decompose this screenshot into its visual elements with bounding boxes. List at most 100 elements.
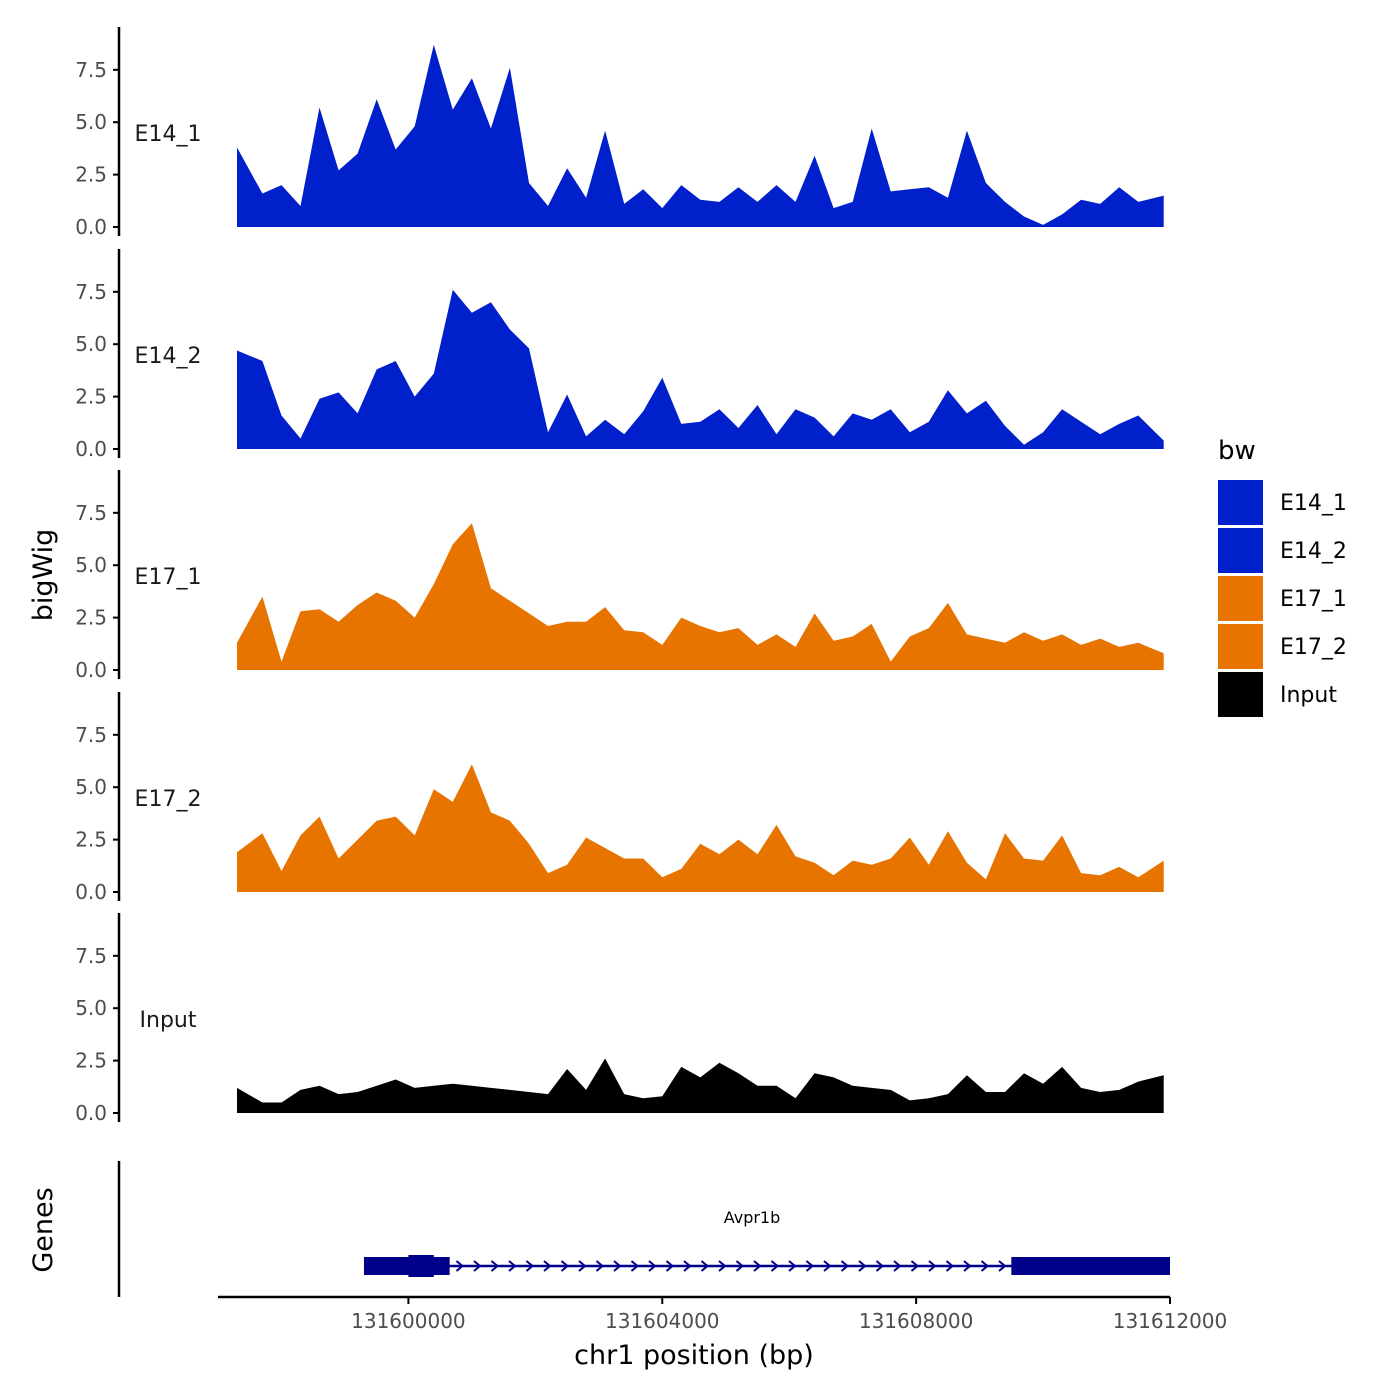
legend-label: E14_2 — [1280, 539, 1347, 564]
legend-title: bw — [1218, 436, 1256, 466]
track-panels: 0.0 2.5 5.0 7.5 E14_1 0.0 2.5 5.0 7.5 E14_2 0.0 2.5… — [75, 27, 1164, 1125]
strand-arrow — [613, 1260, 622, 1272]
strand-arrow — [823, 1260, 832, 1272]
track-E14_1: 0.0 2.5 5.0 7.5 E14_1 — [75, 27, 1164, 239]
y-tick-label: 7.5 — [75, 501, 107, 525]
track-label: E17_1 — [135, 565, 202, 590]
gene-exon — [1011, 1257, 1170, 1275]
x-tick-label: 131612000 — [1113, 1309, 1228, 1333]
strand-arrow — [893, 1260, 902, 1272]
y-tick-label: 2.5 — [75, 828, 107, 852]
strand-arrow — [928, 1260, 937, 1272]
strand-arrow — [753, 1260, 762, 1272]
x-tick-label: 131604000 — [605, 1309, 720, 1333]
y-tick-label: 5.0 — [75, 553, 107, 577]
y-tick-label: 0.0 — [75, 215, 107, 239]
strand-arrow — [735, 1260, 745, 1272]
track-E17_1: 0.0 2.5 5.0 7.5 E17_1 — [75, 470, 1164, 682]
legend-item: E14_1 — [1218, 480, 1347, 525]
genes-panel: Avpr1b — [117, 1161, 1170, 1297]
strand-arrow — [490, 1260, 500, 1272]
strand-arrow — [980, 1260, 990, 1272]
legend: bw E14_1 E14_2 E17_1 E17_2 Input — [1218, 436, 1347, 717]
y-tick-label: 7.5 — [75, 58, 107, 82]
coverage-area — [237, 44, 1164, 228]
strand-arrow — [578, 1260, 587, 1272]
gene-exon — [408, 1255, 434, 1277]
strand-arrow — [700, 1260, 710, 1272]
legend-item: E14_2 — [1218, 528, 1347, 573]
strand-arrow — [473, 1260, 482, 1272]
legend-swatch — [1218, 480, 1263, 525]
legend-swatch — [1218, 528, 1263, 573]
legend-item: E17_1 — [1218, 576, 1347, 621]
gene-exon — [363, 1257, 450, 1275]
strand-arrow — [648, 1260, 657, 1272]
legend-item: Input — [1218, 672, 1337, 717]
track-E14_2: 0.0 2.5 5.0 7.5 E14_2 — [75, 249, 1164, 461]
legend-label: E17_2 — [1280, 635, 1347, 660]
y-tick-label: 7.5 — [75, 944, 107, 968]
strand-arrow — [875, 1260, 885, 1272]
legend-label: E14_1 — [1280, 491, 1347, 516]
strand-arrow — [910, 1260, 920, 1272]
y-tick-label: 2.5 — [75, 385, 107, 409]
y-tick-label: 5.0 — [75, 996, 107, 1020]
strand-arrow — [858, 1260, 867, 1272]
strand-arrow — [805, 1260, 815, 1272]
strand-arrow — [560, 1260, 570, 1272]
track-E17_2: 0.0 2.5 5.0 7.5 E17_2 — [75, 692, 1164, 904]
legend-item: E17_2 — [1218, 624, 1347, 669]
coverage-area — [237, 523, 1164, 670]
strand-arrow — [718, 1260, 727, 1272]
legend-swatch — [1218, 672, 1263, 717]
strand-arrow — [998, 1260, 1007, 1272]
legend-swatch — [1218, 576, 1263, 621]
y-tick-label: 2.5 — [75, 163, 107, 187]
y-tick-label: 5.0 — [75, 332, 107, 356]
legend-label: Input — [1280, 683, 1337, 708]
strand-arrow — [508, 1260, 517, 1272]
x-axis: 131600000 131604000 131608000 131612000 — [218, 1295, 1228, 1333]
track-label: E14_1 — [135, 122, 202, 147]
genes-panel-title: Genes — [28, 1187, 59, 1272]
y-tick-label: 2.5 — [75, 606, 107, 630]
coverage-area — [237, 289, 1164, 449]
strand-arrow — [945, 1260, 955, 1272]
y-tick-label: 5.0 — [75, 775, 107, 799]
strand-arrow — [543, 1260, 552, 1272]
x-tick-label: 131608000 — [859, 1309, 974, 1333]
y-tick-label: 7.5 — [75, 723, 107, 747]
y-axis-title: bigWig — [28, 529, 59, 622]
strand-arrow — [840, 1260, 850, 1272]
strand-arrow — [525, 1260, 535, 1272]
x-tick-label: 131600000 — [351, 1309, 466, 1333]
strand-arrow — [595, 1260, 605, 1272]
y-tick-label: 0.0 — [75, 658, 107, 682]
track-Input: 0.0 2.5 5.0 7.5 Input — [75, 913, 1164, 1125]
strand-arrow — [788, 1260, 797, 1272]
legend-swatch — [1218, 624, 1263, 669]
y-tick-label: 5.0 — [75, 110, 107, 134]
strand-arrow — [630, 1260, 640, 1272]
y-tick-label: 7.5 — [75, 280, 107, 304]
strand-arrow — [683, 1260, 692, 1272]
legend-label: E17_1 — [1280, 587, 1347, 612]
coverage-area — [237, 1058, 1164, 1113]
y-tick-label: 0.0 — [75, 880, 107, 904]
strand-arrow — [963, 1260, 972, 1272]
gene-Avpr1b: Avpr1b — [363, 1208, 1170, 1277]
coverage-area — [237, 764, 1164, 892]
y-tick-label: 2.5 — [75, 1049, 107, 1073]
gene-label: Avpr1b — [724, 1208, 781, 1227]
strand-arrow — [665, 1260, 675, 1272]
y-tick-label: 0.0 — [75, 437, 107, 461]
track-label: E14_2 — [135, 344, 202, 369]
x-axis-title: chr1 position (bp) — [574, 1340, 814, 1371]
y-tick-label: 0.0 — [75, 1101, 107, 1125]
track-label: Input — [140, 1008, 197, 1033]
strand-arrow — [770, 1260, 780, 1272]
strand-arrow — [455, 1260, 465, 1272]
track-label: E17_2 — [135, 787, 202, 812]
